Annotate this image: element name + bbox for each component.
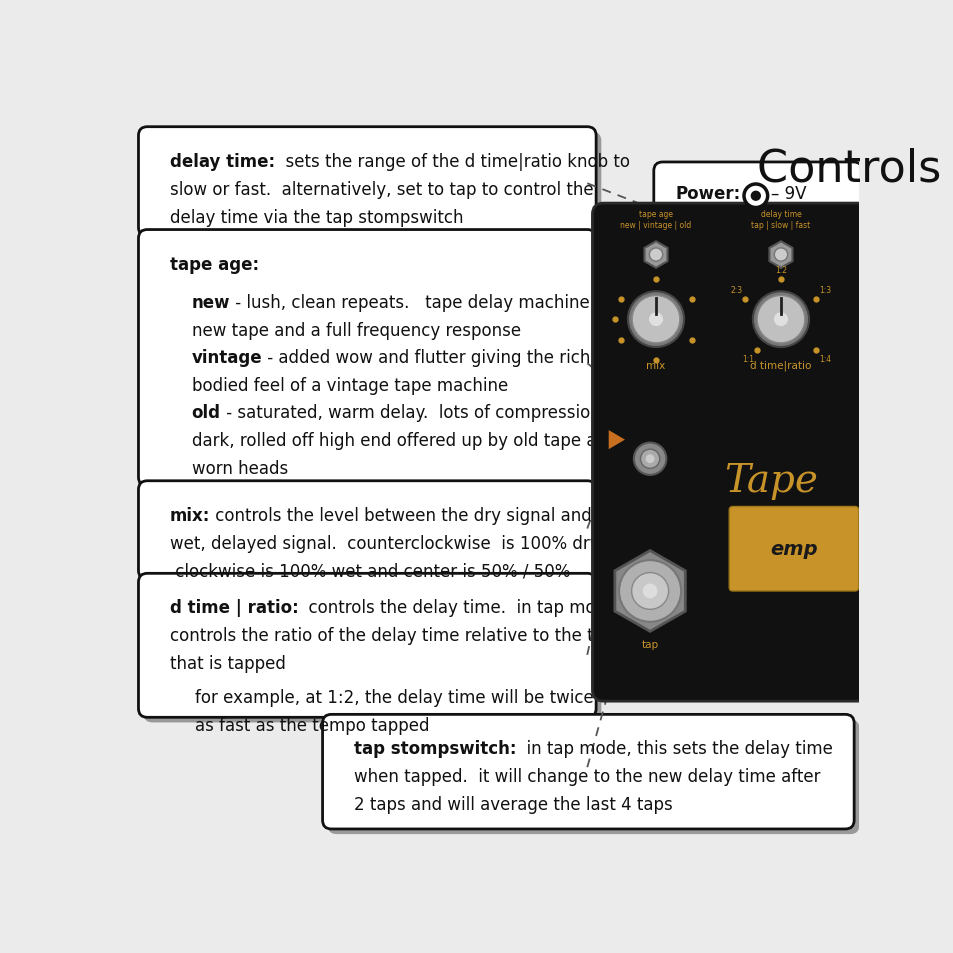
Circle shape	[639, 450, 659, 469]
Text: when tapped.  it will change to the new delay time after: when tapped. it will change to the new d…	[354, 767, 820, 785]
Circle shape	[632, 296, 679, 343]
Circle shape	[752, 292, 808, 348]
Text: tape age:: tape age:	[170, 255, 258, 274]
Circle shape	[627, 292, 683, 348]
Text: slow or fast.  alternatively, set to tap to control the: slow or fast. alternatively, set to tap …	[170, 180, 593, 198]
Text: - added wow and flutter giving the rich, full: - added wow and flutter giving the rich,…	[262, 349, 626, 366]
Text: Power:: Power:	[676, 185, 740, 203]
FancyBboxPatch shape	[328, 720, 859, 834]
Circle shape	[618, 560, 680, 622]
FancyBboxPatch shape	[653, 163, 862, 232]
Text: - lush, clean repeats.   tape delay machine with a: - lush, clean repeats. tape delay machin…	[230, 294, 645, 312]
Text: d time|ratio: d time|ratio	[749, 360, 811, 371]
Text: Tape: Tape	[723, 463, 817, 499]
FancyBboxPatch shape	[592, 204, 869, 701]
Text: vintage: vintage	[192, 349, 262, 366]
Text: 1:1: 1:1	[741, 355, 754, 364]
Text: tip 2.1mm jack.  280: tip 2.1mm jack. 280	[676, 213, 847, 231]
Text: worn heads: worn heads	[192, 459, 288, 477]
Circle shape	[750, 192, 760, 202]
Text: new: new	[192, 294, 230, 312]
Text: 1:2: 1:2	[774, 266, 786, 275]
FancyBboxPatch shape	[138, 574, 596, 718]
Circle shape	[642, 584, 657, 598]
Text: mix:: mix:	[170, 506, 210, 524]
Text: 1:4: 1:4	[819, 355, 830, 364]
Text: tap stompswitch:: tap stompswitch:	[354, 740, 516, 758]
Circle shape	[645, 455, 654, 464]
Text: 1:3: 1:3	[819, 286, 830, 295]
FancyBboxPatch shape	[728, 507, 858, 591]
Text: tap: tap	[640, 639, 658, 649]
Text: sets the range of the d time|ratio knob to: sets the range of the d time|ratio knob …	[274, 152, 629, 171]
FancyBboxPatch shape	[144, 578, 600, 722]
Text: d time | ratio:: d time | ratio:	[170, 598, 298, 617]
FancyBboxPatch shape	[657, 167, 865, 235]
FancyBboxPatch shape	[138, 128, 596, 237]
Text: as fast as the tempo tapped: as fast as the tempo tapped	[195, 716, 430, 734]
FancyBboxPatch shape	[138, 231, 596, 486]
Polygon shape	[769, 242, 792, 269]
Polygon shape	[644, 242, 667, 269]
Text: emp: emp	[769, 539, 817, 558]
Text: 2:3: 2:3	[730, 286, 741, 295]
Text: old: old	[192, 403, 220, 421]
Circle shape	[743, 185, 767, 209]
Polygon shape	[615, 551, 684, 632]
Text: 2 taps and will average the last 4 taps: 2 taps and will average the last 4 taps	[354, 796, 672, 813]
Circle shape	[648, 313, 662, 327]
Text: that is tapped: that is tapped	[170, 655, 285, 673]
FancyBboxPatch shape	[144, 235, 600, 492]
Circle shape	[757, 296, 804, 343]
Text: delay time
tap | slow | fast: delay time tap | slow | fast	[751, 211, 810, 230]
Text: dark, rolled off high end offered up by old tape and: dark, rolled off high end offered up by …	[192, 432, 617, 450]
Circle shape	[649, 249, 662, 262]
FancyBboxPatch shape	[144, 486, 600, 585]
Text: new tape and a full frequency response: new tape and a full frequency response	[192, 321, 520, 339]
Text: +–: +–	[740, 185, 768, 203]
Text: in tap mode, this sets the delay time: in tap mode, this sets the delay time	[516, 740, 832, 758]
Text: wet, delayed signal.  counterclockwise  is 100% dry,: wet, delayed signal. counterclockwise is…	[170, 534, 604, 552]
Text: mix: mix	[646, 360, 665, 370]
Circle shape	[774, 249, 787, 262]
Circle shape	[631, 573, 668, 610]
Text: tape age
new | vintage | old: tape age new | vintage | old	[619, 211, 691, 230]
Circle shape	[773, 313, 787, 327]
Polygon shape	[608, 431, 624, 450]
FancyBboxPatch shape	[138, 481, 596, 579]
Text: controls the level between the dry signal and the: controls the level between the dry signa…	[210, 506, 623, 524]
Text: Controls a: Controls a	[756, 148, 953, 191]
Circle shape	[633, 443, 665, 476]
Text: bodied feel of a vintage tape machine: bodied feel of a vintage tape machine	[192, 376, 507, 395]
Text: delay time via the tap stompswitch: delay time via the tap stompswitch	[170, 209, 462, 226]
FancyBboxPatch shape	[322, 715, 853, 829]
Text: clockwise is 100% wet and center is 50% / 50%: clockwise is 100% wet and center is 50% …	[170, 562, 569, 580]
Text: for example, at 1:2, the delay time will be twice: for example, at 1:2, the delay time will…	[195, 688, 594, 706]
Text: – 9V: – 9V	[770, 185, 805, 203]
Text: - saturated, warm delay.  lots of compression and: - saturated, warm delay. lots of compres…	[220, 403, 637, 421]
FancyBboxPatch shape	[144, 132, 600, 242]
Text: controls the ratio of the delay time relative to the tempo: controls the ratio of the delay time rel…	[170, 626, 639, 644]
Text: delay time:: delay time:	[170, 152, 274, 171]
Text: controls the delay time.  in tap mode, it: controls the delay time. in tap mode, it	[298, 598, 638, 617]
